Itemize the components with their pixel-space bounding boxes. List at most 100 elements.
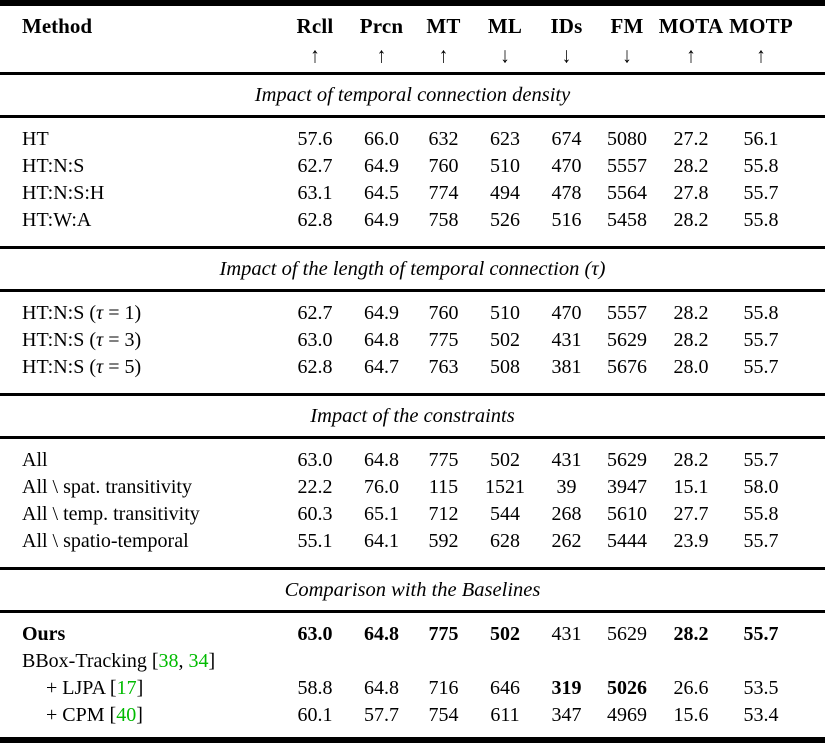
value-cell: 774 <box>428 182 459 204</box>
label-text: HT:N:S <box>22 155 85 177</box>
citation-link[interactable]: 17 <box>116 677 137 699</box>
section-title: Impact of the constraints <box>310 404 515 427</box>
value-cell: 478 <box>551 182 582 204</box>
section-title-rule <box>0 115 825 118</box>
value-cell: 431 <box>551 449 582 471</box>
value-cell: 53.4 <box>743 704 779 726</box>
col-header-mt: MT ↑ <box>413 6 474 72</box>
table-body: Impact of temporal connection density HT 5… <box>0 75 825 737</box>
value-cell: 5080 <box>607 128 647 150</box>
value-cell: 62.7 <box>297 155 333 177</box>
value-cell: 58.0 <box>743 476 779 498</box>
col-header-rcll: Rcll ↑ <box>280 6 350 72</box>
value-cell: 431 <box>551 623 582 645</box>
value-cell: 502 <box>490 329 520 351</box>
value-cell: 27.2 <box>673 128 709 150</box>
value-cell: 646 <box>490 677 520 699</box>
value-cell: 28.2 <box>673 155 709 177</box>
row-label: All <box>0 447 280 474</box>
value-cell: 510 <box>490 302 520 324</box>
section-rows: HT:N:S (τ = 1) 62.7 64.9 760 510 470 5557 28.2 5… <box>0 292 825 393</box>
value-cell: 763 <box>428 356 459 378</box>
table-row: + LJPA [17] 58.8 64.8 716 646 319 5026 26.6 53.5 <box>0 675 825 702</box>
value-cell: 56.1 <box>743 128 779 150</box>
value-cell: 3947 <box>607 476 647 498</box>
table-row: + CPM [40] 60.1 57.7 754 611 347 4969 15.6 53.4 <box>0 702 825 729</box>
col-header-label: MOTP <box>729 14 793 38</box>
value-cell: 510 <box>490 155 520 177</box>
col-header-mota: MOTA ↑ <box>657 6 725 72</box>
row-label: All \ spatio-temporal <box>0 528 280 555</box>
value-cell: 76.0 <box>364 476 399 498</box>
value-cell: 22.2 <box>297 476 333 498</box>
up-arrow-icon: ↑ <box>756 44 766 69</box>
value-cell: 5026 <box>607 677 647 699</box>
value-cell: 268 <box>551 503 582 525</box>
value-cell: 55.7 <box>743 530 779 552</box>
value-cell: 28.2 <box>673 302 709 324</box>
value-cell: 5557 <box>607 302 647 324</box>
value-cell: 62.7 <box>297 302 333 324</box>
value-cell: 760 <box>428 155 459 177</box>
value-cell: 5557 <box>607 155 647 177</box>
value-cell: 64.5 <box>364 182 399 204</box>
value-cell: 262 <box>551 530 582 552</box>
label-text: All \ temp. transitivity <box>22 503 200 525</box>
value-cell: 544 <box>490 503 520 525</box>
value-cell: 55.8 <box>743 155 779 177</box>
value-cell: 63.0 <box>297 329 333 351</box>
label-text: ] <box>208 650 216 672</box>
label-text: τ <box>96 329 104 351</box>
section-rows: All 63.0 64.8 775 502 431 5629 28.2 55.7 All \ sp… <box>0 439 825 567</box>
row-label: HT:N:S (τ = 5) <box>0 354 280 381</box>
label-text: HT:N:S ( <box>22 356 97 378</box>
value-cell: 28.2 <box>673 209 709 231</box>
value-cell: 1521 <box>485 476 525 498</box>
up-arrow-icon: ↑ <box>310 44 320 69</box>
section-rule <box>0 567 825 570</box>
value-cell: 5458 <box>607 209 647 231</box>
label-text: Ours <box>22 623 66 645</box>
row-label: HT:N:S <box>0 153 280 180</box>
section-title-rule <box>0 289 825 292</box>
section-rule <box>0 246 825 249</box>
table-header: Method Rcll ↑ Prcn ↑ MT ↑ ML ↓ IDs ↓ FM ↓ MOTA ↑ MOTP ↑ <box>0 6 825 72</box>
label-text: ] <box>136 677 144 699</box>
label-text: HT <box>22 128 49 150</box>
value-cell: 15.6 <box>673 704 709 726</box>
value-cell: 319 <box>551 677 582 699</box>
value-cell: 712 <box>428 503 459 525</box>
value-cell: 57.6 <box>297 128 333 150</box>
value-cell: 55.8 <box>743 503 779 525</box>
table-row: All 63.0 64.8 775 502 431 5629 28.2 55.7 <box>0 447 825 474</box>
value-cell: 64.9 <box>364 302 399 324</box>
label-text: BBox-Tracking [ <box>22 650 159 672</box>
value-cell: 15.1 <box>673 476 709 498</box>
col-header-ids: IDs ↓ <box>536 6 597 72</box>
value-cell: 775 <box>428 449 459 471</box>
col-header-label: Prcn <box>359 14 404 38</box>
value-cell: 502 <box>490 623 520 645</box>
table-row: HT:N:S 62.7 64.9 760 510 470 5557 28.2 55.8 <box>0 153 825 180</box>
col-header-label: ML <box>487 14 523 38</box>
label-text: HT:N:S ( <box>22 329 97 351</box>
value-cell: 27.7 <box>673 503 709 525</box>
value-cell: 55.8 <box>743 302 779 324</box>
value-cell: 55.7 <box>743 449 779 471</box>
citation-link[interactable]: 34 <box>188 650 209 672</box>
value-cell: 5564 <box>607 182 647 204</box>
value-cell: 55.1 <box>297 530 333 552</box>
table-row: All \ spat. transitivity 22.2 76.0 115 1521 3… <box>0 474 825 501</box>
value-cell: 64.8 <box>364 329 399 351</box>
value-cell: 28.2 <box>673 623 709 645</box>
row-label: HT:N:S (τ = 1) <box>0 300 280 327</box>
table-row: HT:N:S (τ = 1) 62.7 64.9 760 510 470 5557 28.2 5… <box>0 300 825 327</box>
table-row: Ours 63.0 64.8 775 502 431 5629 28.2 55.7 <box>0 621 825 648</box>
label-text: = 1) <box>103 302 142 324</box>
citation-link[interactable]: 40 <box>116 704 137 726</box>
section-title: Impact of the length of temporal connect… <box>219 257 606 280</box>
value-cell: 347 <box>551 704 582 726</box>
citation-link[interactable]: 38 <box>158 650 179 672</box>
value-cell: 63.0 <box>297 449 333 471</box>
value-cell: 5629 <box>607 329 647 351</box>
